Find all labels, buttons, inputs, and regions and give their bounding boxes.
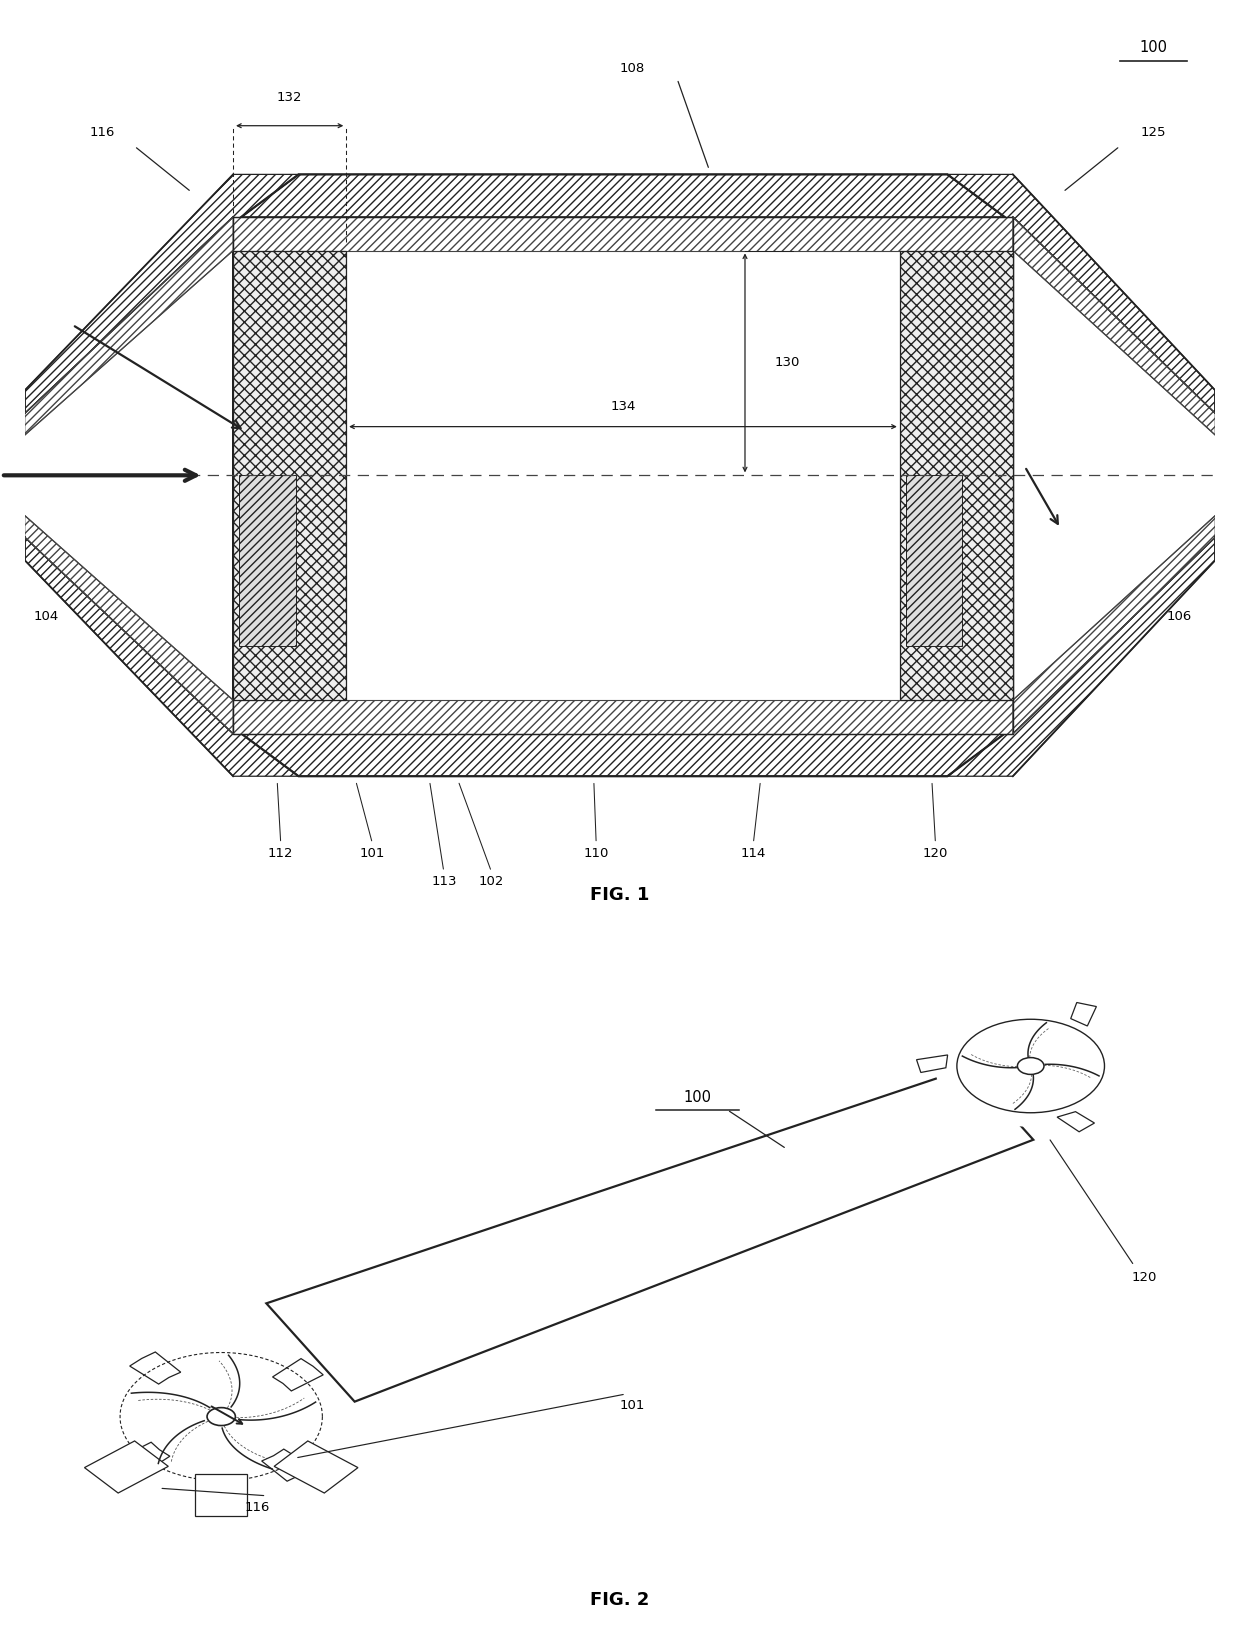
Text: 110: 110 xyxy=(584,847,609,860)
Polygon shape xyxy=(262,1449,312,1482)
Polygon shape xyxy=(274,1441,358,1493)
Polygon shape xyxy=(25,516,233,734)
Polygon shape xyxy=(1056,1111,1095,1133)
Text: FIG. 1: FIG. 1 xyxy=(590,885,650,903)
Polygon shape xyxy=(1013,516,1215,734)
Polygon shape xyxy=(267,1067,1033,1401)
Polygon shape xyxy=(947,174,1215,413)
Text: 125: 125 xyxy=(1141,126,1166,139)
Text: 104: 104 xyxy=(33,610,58,623)
Polygon shape xyxy=(905,475,962,646)
Polygon shape xyxy=(233,728,1013,777)
Text: 112: 112 xyxy=(268,847,294,860)
Polygon shape xyxy=(25,216,233,434)
Text: 102: 102 xyxy=(479,875,505,888)
Text: 120: 120 xyxy=(923,847,949,860)
Polygon shape xyxy=(233,174,1013,223)
Polygon shape xyxy=(233,251,346,700)
Polygon shape xyxy=(1013,216,1215,434)
Polygon shape xyxy=(25,174,299,413)
Polygon shape xyxy=(947,538,1215,777)
Text: 101: 101 xyxy=(360,847,386,860)
Circle shape xyxy=(1017,1057,1044,1075)
Circle shape xyxy=(207,1408,236,1426)
Text: 132: 132 xyxy=(277,90,303,103)
Text: FIG. 2: FIG. 2 xyxy=(590,1591,650,1609)
Polygon shape xyxy=(916,1056,947,1072)
Polygon shape xyxy=(25,538,299,777)
Text: 114: 114 xyxy=(740,847,766,860)
Text: 101: 101 xyxy=(619,1398,645,1411)
Polygon shape xyxy=(900,251,1013,700)
Text: 100: 100 xyxy=(683,1090,712,1105)
Text: 100: 100 xyxy=(1140,39,1167,56)
Polygon shape xyxy=(1070,1003,1096,1026)
Text: 130: 130 xyxy=(775,356,800,369)
Text: 134: 134 xyxy=(610,400,636,413)
Text: 116: 116 xyxy=(244,1501,269,1513)
Polygon shape xyxy=(239,475,295,646)
Polygon shape xyxy=(273,1359,324,1392)
Polygon shape xyxy=(233,216,1013,251)
Polygon shape xyxy=(130,1352,181,1383)
Text: 106: 106 xyxy=(1167,610,1192,623)
Circle shape xyxy=(935,1005,1127,1126)
Text: 120: 120 xyxy=(1131,1270,1157,1283)
Polygon shape xyxy=(84,1441,169,1493)
Polygon shape xyxy=(120,1352,332,1487)
Text: 108: 108 xyxy=(619,62,645,75)
Polygon shape xyxy=(119,1442,170,1475)
Text: 113: 113 xyxy=(432,875,456,888)
Polygon shape xyxy=(195,1473,248,1516)
Text: 116: 116 xyxy=(89,126,115,139)
Polygon shape xyxy=(233,700,1013,734)
Polygon shape xyxy=(944,1019,1118,1126)
